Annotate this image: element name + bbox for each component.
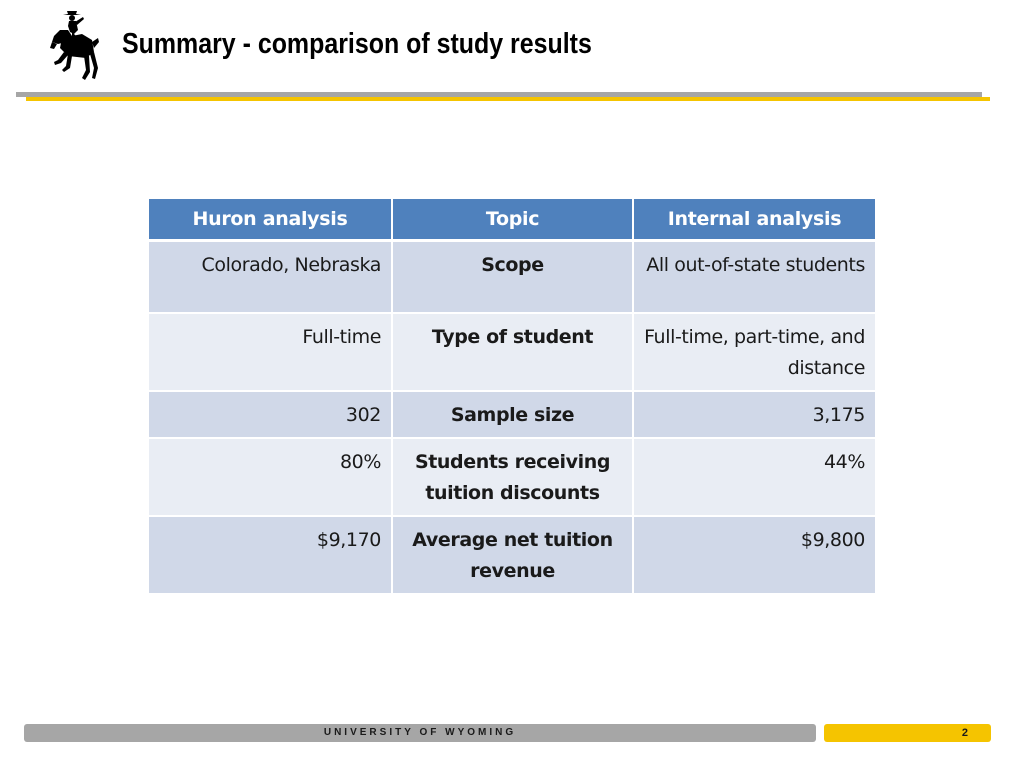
- column-header-huron: Huron analysis: [149, 199, 393, 242]
- bucking-horse-rider-icon: [50, 11, 99, 80]
- cell-internal: $9,800: [633, 516, 875, 595]
- cell-internal: 3,175: [633, 391, 875, 439]
- table-row: $9,170 Average net tuition revenue $9,80…: [149, 516, 875, 595]
- table-header-row: Huron analysis Topic Internal analysis: [149, 199, 875, 242]
- cell-internal: Full-time, part-time, and distance: [633, 313, 875, 392]
- cell-topic: Type of student: [392, 313, 634, 392]
- cell-topic: Scope: [392, 240, 634, 314]
- header-divider-gray: [16, 92, 982, 97]
- cell-huron: 80%: [149, 438, 393, 517]
- cell-internal: All out-of-state students: [633, 240, 875, 314]
- cell-topic: Students receiving tuition discounts: [392, 438, 634, 517]
- cell-topic: Sample size: [392, 391, 634, 439]
- cell-huron: Full-time: [149, 313, 393, 392]
- footer-institution: UNIVERSITY OF WYOMING: [323, 727, 517, 738]
- cell-huron: Colorado, Nebraska: [149, 240, 393, 314]
- cell-huron: $9,170: [149, 516, 393, 595]
- page-title: Summary - comparison of study results: [122, 28, 592, 60]
- table-row: Full-time Type of student Full-time, par…: [149, 313, 875, 392]
- comparison-table: Huron analysis Topic Internal analysis C…: [149, 199, 875, 595]
- table-row: 80% Students receiving tuition discounts…: [149, 438, 875, 517]
- footer-page-bar: [824, 724, 991, 742]
- header-divider-gold: [26, 97, 990, 101]
- column-header-topic: Topic: [392, 199, 634, 242]
- cell-huron: 302: [149, 391, 393, 439]
- page-number: 2: [961, 727, 968, 739]
- table-row: Colorado, Nebraska Scope All out-of-stat…: [149, 240, 875, 314]
- column-header-internal: Internal analysis: [633, 199, 875, 242]
- cell-topic: Average net tuition revenue: [392, 516, 634, 595]
- cell-internal: 44%: [633, 438, 875, 517]
- footer-bar: [24, 724, 816, 742]
- table-row: 302 Sample size 3,175: [149, 391, 875, 439]
